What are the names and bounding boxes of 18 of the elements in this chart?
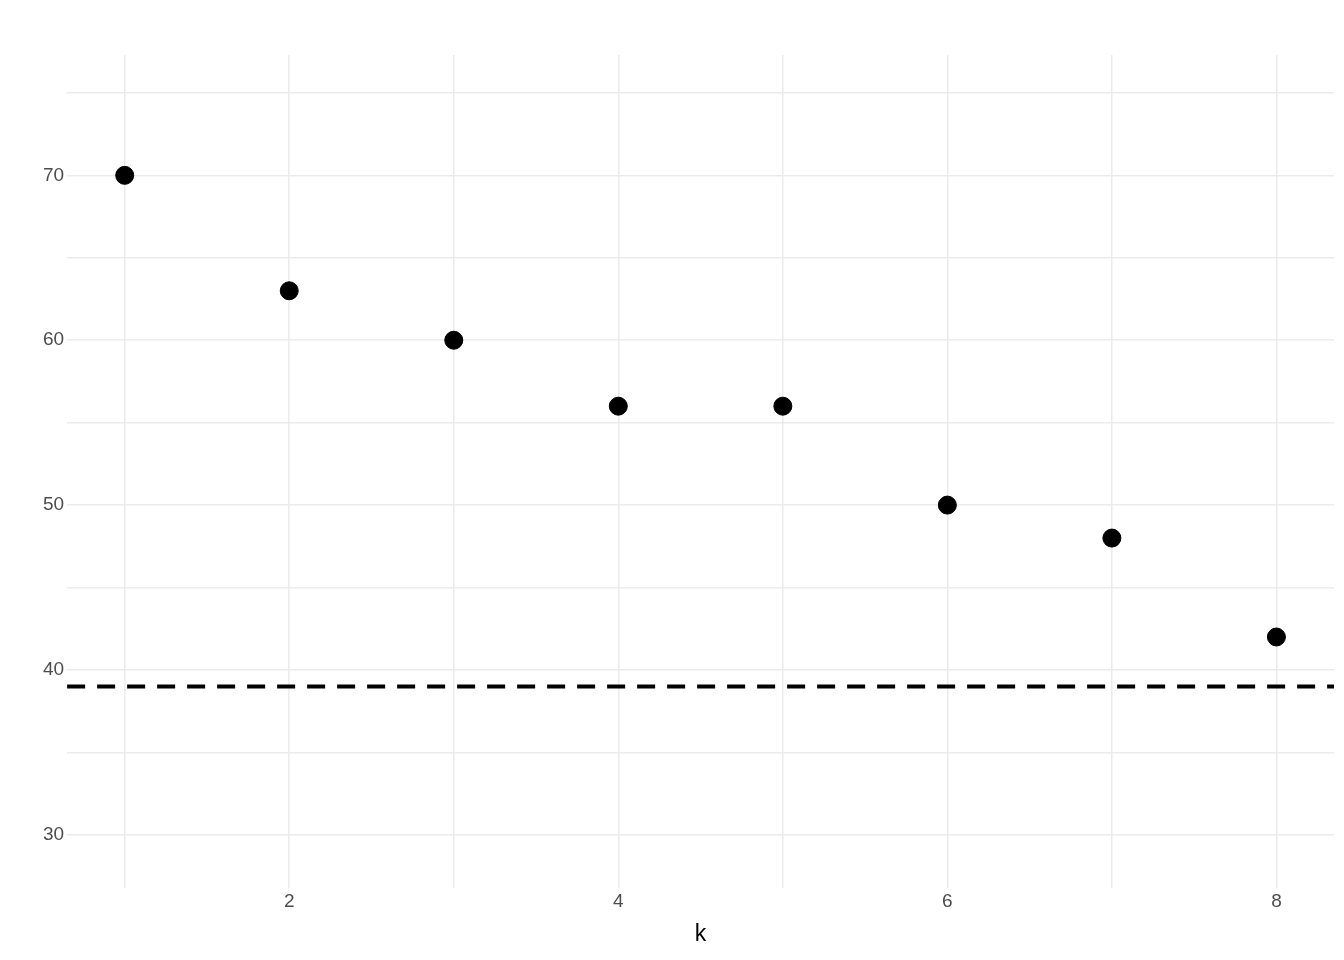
point: [444, 330, 464, 350]
y-tick-label: 70: [42, 163, 65, 185]
y-tick-label: 40: [42, 658, 65, 680]
point: [1266, 627, 1286, 647]
point: [608, 396, 628, 416]
point: [1102, 528, 1122, 548]
y-tick-label: 50: [42, 493, 65, 515]
point: [115, 165, 135, 185]
x-tick-label: 6: [942, 890, 953, 912]
point: [773, 396, 793, 416]
point: [937, 495, 957, 515]
x-tick-label: 8: [1271, 890, 1282, 912]
y-tick-label: 60: [42, 328, 65, 350]
x-axis-title: k: [694, 919, 707, 946]
x-tick-label: 2: [283, 890, 295, 912]
x-tick-label: 4: [613, 890, 625, 912]
y-tick-label: 30: [42, 823, 65, 845]
point: [279, 281, 299, 301]
